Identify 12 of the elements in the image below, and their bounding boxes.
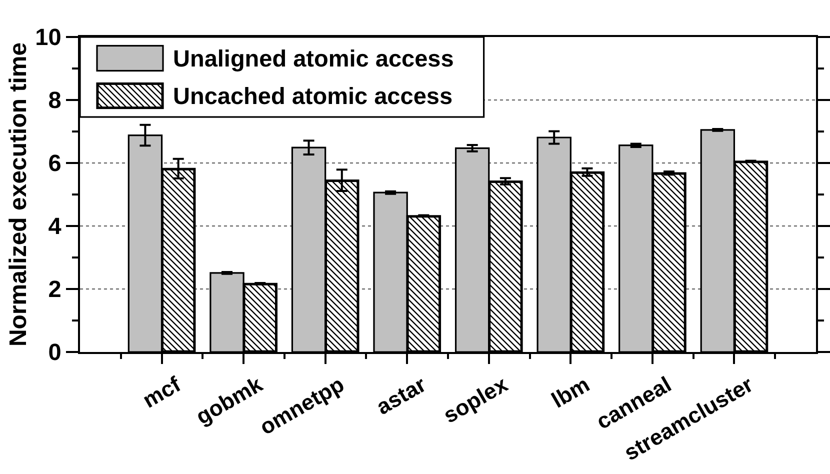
y-tick-label: 6 [48, 150, 62, 176]
y-axis-title: Normalized execution time [4, 42, 32, 347]
y-tick-label: 0 [48, 339, 62, 366]
y-tick-label: 8 [48, 87, 62, 114]
y-tick-label: 2 [48, 276, 62, 302]
legend-label: Uncached atomic access [173, 82, 453, 109]
y-tick-label: 4 [48, 213, 62, 240]
x-tick-label: lbm [547, 372, 594, 413]
x-tick-label: mcf [138, 371, 186, 413]
x-tick-label: astar [372, 371, 430, 420]
y-tick-label: 10 [35, 24, 62, 50]
legend-label: Unaligned atomic access [173, 45, 454, 72]
